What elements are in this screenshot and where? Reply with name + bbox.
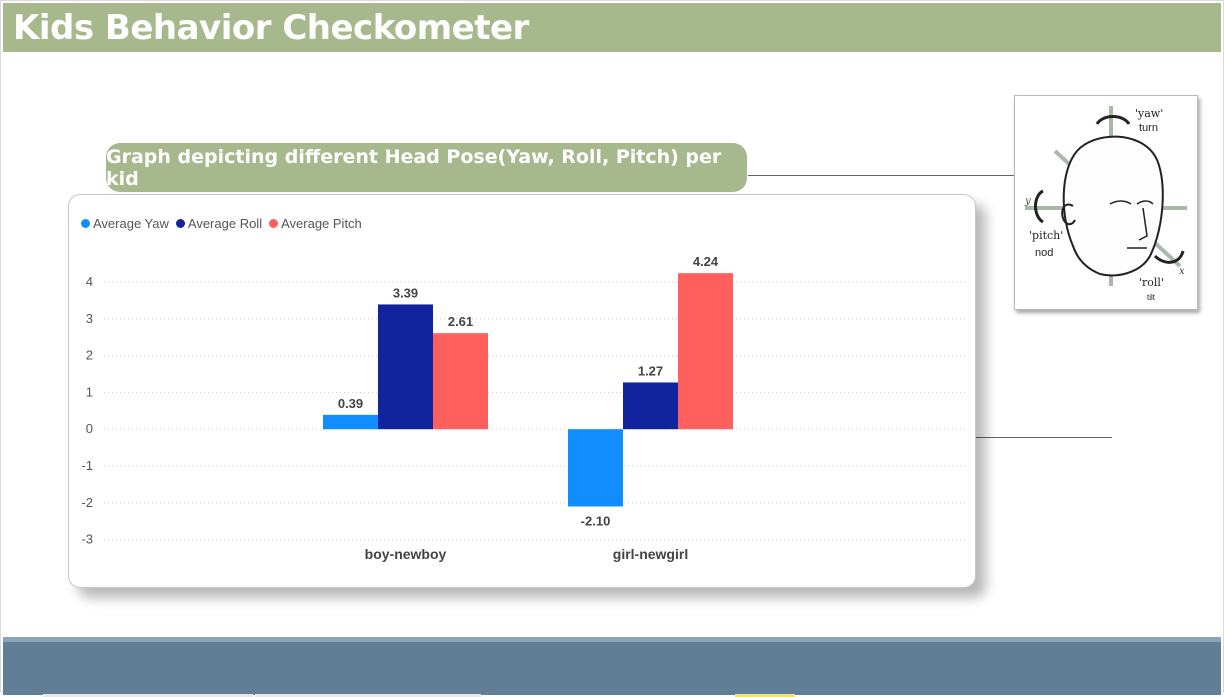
legend-dot-pitch xyxy=(269,219,279,228)
x-axis-letter: x xyxy=(1179,266,1185,277)
tilt-label: tilt xyxy=(1147,293,1156,302)
y-tick-label: 3 xyxy=(86,311,93,326)
bar-average-pitch[interactable] xyxy=(433,333,488,430)
legend-item-pitch[interactable]: Average Pitch xyxy=(269,216,362,231)
y-tick-label: -2 xyxy=(81,495,93,510)
bar-chart-plot: 4 3 2 1 0 -1 -2 -3 0.39 3.39 2.61 boy-newboy -2.10 1.… xyxy=(81,254,967,562)
bar-average-roll[interactable] xyxy=(623,382,678,430)
data-label: 1.27 xyxy=(638,363,663,378)
legend-dot-roll xyxy=(175,219,185,228)
legend-label-yaw: Average Yaw xyxy=(93,216,169,231)
legend-label-pitch: Average Pitch xyxy=(281,216,362,231)
y-tick-label: 0 xyxy=(86,421,93,436)
nod-label: nod xyxy=(1035,247,1053,259)
y-tick-label: -1 xyxy=(81,458,93,473)
legend-item-yaw[interactable]: Average Yaw xyxy=(81,216,169,231)
pitch-label: 'pitch' xyxy=(1029,229,1063,242)
bar-average-yaw[interactable] xyxy=(568,429,623,507)
x-category-label: girl-newgirl xyxy=(613,546,688,562)
data-label: 0.39 xyxy=(338,396,363,411)
data-label: 4.24 xyxy=(693,254,719,269)
legend-dot-yaw xyxy=(81,219,90,228)
y-tick-label: 1 xyxy=(86,384,93,399)
data-label: 2.61 xyxy=(448,314,473,329)
connector-line-bottom xyxy=(976,437,1112,438)
title-bar: Kids Behavior Checkometer xyxy=(3,3,1221,52)
legend-item-roll[interactable]: Average Roll xyxy=(175,216,263,231)
y-axis-letter: y xyxy=(1024,196,1031,207)
connector-line-top xyxy=(748,175,1014,176)
page-title: Kids Behavior Checkometer xyxy=(13,7,529,48)
bar-average-yaw[interactable] xyxy=(323,414,378,430)
footer-bar xyxy=(3,637,1221,697)
chart-legend: Average Yaw Average Roll Average Pitch xyxy=(81,216,362,231)
head-pose-illustration: 'yaw' turn 'pitch' nod 'roll' tilt y x xyxy=(1024,106,1187,302)
bar-average-pitch[interactable] xyxy=(678,273,733,430)
roll-label: 'roll' xyxy=(1139,276,1164,289)
data-label: -2.10 xyxy=(581,513,611,528)
legend-label-roll: Average Roll xyxy=(187,216,263,231)
y-tick-label: 2 xyxy=(86,348,93,363)
head-pose-diagram: 'yaw' turn 'pitch' nod 'roll' tilt y x xyxy=(1014,95,1198,310)
bar-average-roll[interactable] xyxy=(378,304,433,430)
y-tick-label: -3 xyxy=(81,532,93,547)
turn-label: turn xyxy=(1139,122,1158,134)
data-label: 3.39 xyxy=(393,285,418,300)
chart-caption: Graph depicting different Head Pose(Yaw,… xyxy=(106,143,747,192)
y-tick-label: 4 xyxy=(86,274,93,289)
x-category-label: boy-newboy xyxy=(365,546,447,562)
chart-caption-text: Graph depicting different Head Pose(Yaw,… xyxy=(106,145,722,190)
chart-card[interactable]: Average Yaw Average Roll Average Pitch 4… xyxy=(68,194,976,588)
yaw-label: 'yaw' xyxy=(1135,107,1163,120)
